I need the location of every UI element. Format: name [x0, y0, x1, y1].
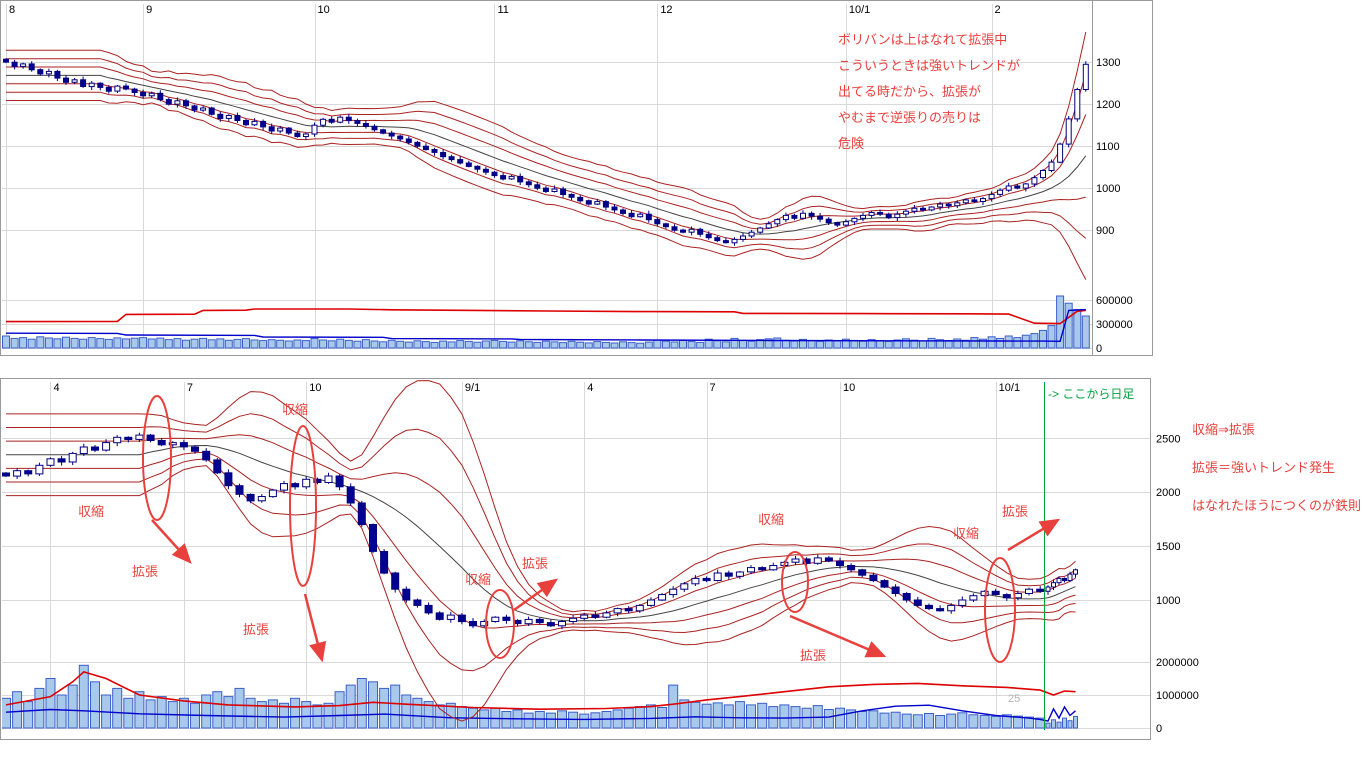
daily-chart-svg: 8 9 10 11 12 10/1 2 1300 1200 1100 1000 900 600000 30… [0, 0, 1153, 356]
price-axis-label: 1100 [1096, 141, 1120, 153]
annotation-label: 収縮 [465, 572, 491, 587]
side-note-line: はなれたほうにつくのが鉄則 [1192, 498, 1361, 513]
volume-axis-label: 300000 [1096, 319, 1133, 331]
annotation-label: 収縮 [953, 526, 979, 541]
axis-labels: 4 7 10 9/1 4 7 10 10/1 2500 2000 1500 1000 2000000 10… [53, 382, 1198, 735]
volume-axis-label: 2000000 [1156, 657, 1199, 669]
bollinger-upper-1 [6, 434, 1076, 619]
bollinger-upper-2 [6, 413, 1076, 616]
annotation-label: 収縮 [282, 402, 308, 417]
x-axis-label: 12 [660, 4, 672, 16]
volume-overlay-red [5, 308, 1086, 325]
annotation-arrow [1007, 518, 1061, 552]
annotation-label: 拡張 [1002, 504, 1028, 519]
weekly-chart-svg: 4 7 10 9/1 4 7 10 10/1 2500 2000 1500 1000 2000000 10… [0, 378, 1361, 740]
annotation-arrow [789, 614, 887, 658]
x-axis-label: 10 [309, 382, 321, 394]
chart-note-line: ボリバンは上はなれて拡張中 [838, 32, 1007, 47]
bollinger-lower-3 [6, 100, 1087, 280]
bollinger-lower-1 [6, 451, 1076, 629]
bollinger-upper-3 [6, 380, 1076, 613]
side-note-line: 収縮⇒拡張 [1192, 422, 1255, 437]
annotation-arrow [513, 578, 559, 612]
annotation-label: 拡張 [522, 556, 548, 571]
volume-overlay-blue [5, 704, 1076, 722]
price-axis-label: 2500 [1156, 433, 1180, 445]
price-axis-label: 1200 [1096, 99, 1120, 111]
x-axis-label: 7 [710, 382, 716, 394]
chart-frame [0, 378, 1151, 740]
price-axis-label: 1300 [1096, 57, 1120, 69]
volume-axis-label: 600000 [1096, 295, 1133, 307]
chart-note-line: 危険 [838, 136, 864, 151]
x-axis-label: 2 [995, 4, 1001, 16]
price-axis-label: 2000 [1156, 487, 1180, 499]
x-axis-label: 7 [187, 382, 193, 394]
annotations: ボリバンは上はなれて拡張中こういうときは強いトレンドが出てる時だから、拡張がやむ… [838, 32, 1020, 151]
annotation-label: 拡張 [800, 648, 826, 663]
candles [2, 432, 1078, 630]
bollinger-upper-2 [6, 58, 1087, 225]
chart-note-line: こういうときは強いトレンドが [838, 58, 1020, 73]
grid-layer [2, 4, 1092, 349]
daily-bollinger-chart: 8 9 10 11 12 10/1 2 1300 1200 1100 1000 900 600000 30… [0, 0, 1155, 358]
x-axis-label: 10 [318, 4, 330, 16]
x-axis-label: 4 [587, 382, 593, 394]
x-axis-label: 11 [497, 4, 508, 16]
x-axis-label: 10 [843, 382, 855, 394]
side-note-line: 拡張＝強いトレンド発生 [1192, 460, 1335, 475]
daily-start-label: -> ここから日足 [1048, 387, 1134, 401]
annotation-arrow [303, 593, 327, 663]
volume-bars [2, 295, 1090, 349]
volume-overlay-red [5, 671, 1076, 711]
volume-axis-label: 0 [1156, 723, 1162, 735]
bollinger-upper-3 [6, 31, 1087, 220]
price-axis-label: 1000 [1096, 183, 1120, 195]
annotation-label: 収縮 [758, 512, 784, 527]
bollinger-lower-3 [6, 465, 1076, 722]
bollinger-midline [6, 444, 1076, 622]
chart-frame [0, 0, 1153, 356]
price-axis-label: 900 [1096, 225, 1114, 237]
chart-note-line: やむまで逆張りの売りは [838, 110, 981, 125]
bollinger-lower-2 [6, 458, 1076, 672]
volume-overlay-blue [5, 308, 1086, 343]
annotation-ellipse [781, 551, 809, 613]
x-axis-label: 9 [146, 4, 152, 16]
x-axis-label: 8 [9, 4, 15, 16]
weekly-bollinger-chart: 4 7 10 9/1 4 7 10 10/1 2500 2000 1500 1000 2000000 10… [0, 378, 1366, 744]
candles [3, 58, 1089, 246]
x-axis-label: 10/1 [849, 4, 870, 16]
annotation-arrow [151, 519, 192, 564]
volume-axis-label: 0 [1096, 343, 1102, 355]
axis-labels: 8 9 10 11 12 10/1 2 1300 1200 1100 1000 900 600000 30… [9, 4, 1133, 355]
annotation-ellipse [142, 395, 172, 521]
bollinger-midline [6, 74, 1087, 235]
x-axis-label: 4 [53, 382, 59, 394]
annotation-ellipse [984, 557, 1016, 663]
price-axis-label: 1500 [1156, 541, 1180, 553]
annotation-label: 拡張 [243, 622, 269, 637]
annotation-ellipse [485, 589, 515, 659]
annotation-label: 拡張 [132, 564, 158, 579]
annotation-ellipse [289, 425, 317, 587]
price-axis-label: 1000 [1156, 595, 1180, 607]
volume-axis-label: 1000000 [1156, 690, 1199, 702]
x-axis-label: 9/1 [465, 382, 480, 394]
x-axis-label: 10/1 [999, 382, 1020, 394]
annotation-label: 収縮 [78, 504, 104, 519]
chart-note-line: 出てる時だから、拡張が [838, 84, 981, 99]
ma-period-label: 25 [1008, 693, 1020, 705]
